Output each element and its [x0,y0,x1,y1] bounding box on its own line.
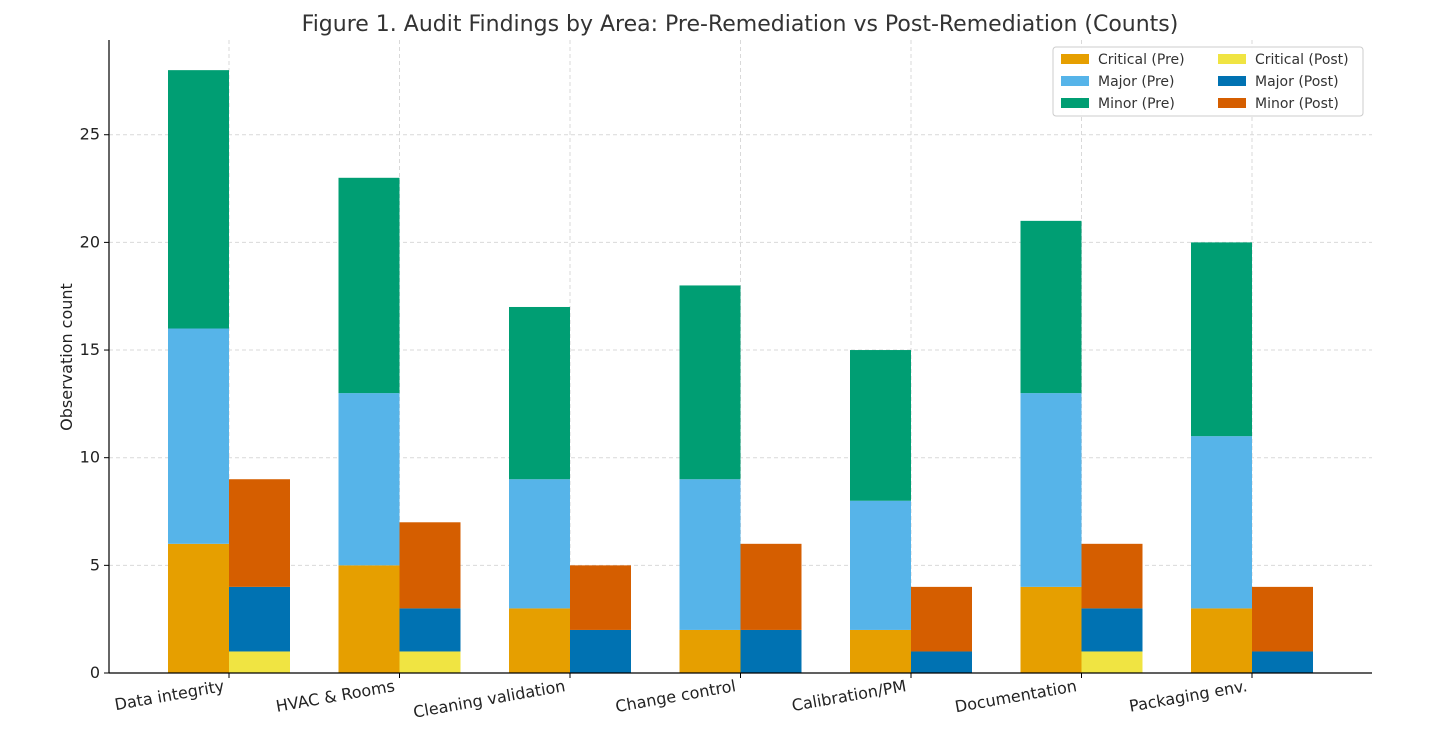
bar-minor-post-data-integrity [229,479,290,587]
bar-minor-pre-documentation [1020,220,1082,394]
x-tick-label: HVAC & Rooms [274,676,396,716]
legend-swatch-major-post [1218,76,1246,86]
bars-layer [168,70,1313,673]
legend-swatch-major-pre [1061,76,1089,86]
y-tick-label: 10 [80,448,100,467]
chart-title: Figure 1. Audit Findings by Area: Pre-Re… [302,12,1179,37]
bar-critical-pre-packaging-env [1191,608,1252,673]
bar-minor-pre-calibration-pm [850,350,911,501]
bar-critical-pre-documentation [1020,586,1082,673]
bar-major-pre-packaging-env [1191,436,1252,609]
bar-major-pre-change-control [679,479,741,630]
legend-swatch-minor-post [1218,98,1246,108]
x-tick-label: Change control [614,676,737,716]
legend-label-minor-pre: Minor (Pre) [1098,96,1175,112]
bar-major-pre-data-integrity [168,328,229,544]
bar-major-post-data-integrity [229,586,290,652]
legend-label-critical-post: Critical (Post) [1255,52,1349,68]
bar-critical-post-documentation [1081,651,1143,673]
x-ticks: Data integrity HVAC & Rooms Cleaning valid… [113,673,1253,722]
y-axis-label: Observation count [57,283,76,431]
y-tick-label: 25 [80,125,100,144]
bar-minor-pre-change-control [679,285,741,480]
legend-swatch-critical-post [1218,54,1246,64]
bar-major-post-change-control [740,629,802,673]
bar-minor-pre-hvac-rooms [338,177,400,394]
bar-minor-pre-packaging-env [1191,242,1252,437]
bar-major-pre-calibration-pm [850,500,911,630]
bar-critical-pre-data-integrity [168,543,229,673]
y-ticks: 0 5 10 15 20 25 [80,125,109,682]
bar-critical-pre-calibration-pm [850,629,911,673]
x-tick-label: Calibration/PM [790,676,907,715]
y-tick-label: 15 [80,340,100,359]
bar-major-post-cleaning-validation [570,629,631,673]
y-tick-label: 20 [80,232,100,251]
bar-minor-post-calibration-pm [911,586,972,652]
bar-critical-pre-change-control [679,629,741,673]
y-tick-label: 5 [90,555,100,574]
legend-label-major-pre: Major (Pre) [1098,74,1175,90]
legend: Critical (Pre) Major (Pre) Minor (Pre) Crit… [1052,46,1364,117]
legend-swatch-minor-pre [1061,98,1089,108]
bar-major-post-hvac-rooms [399,608,461,652]
bar-critical-post-hvac-rooms [399,651,461,673]
x-tick-label: Cleaning validation [412,676,567,721]
bar-major-post-calibration-pm [911,651,972,673]
bar-critical-pre-cleaning-validation [509,608,570,673]
x-tick-label: Data integrity [113,676,226,714]
bar-minor-pre-data-integrity [168,70,229,329]
bar-critical-post-data-integrity [229,651,290,673]
bar-minor-pre-cleaning-validation [509,306,570,480]
legend-swatch-critical-pre [1061,54,1089,64]
bar-minor-post-packaging-env [1252,586,1313,652]
bar-critical-pre-hvac-rooms [338,565,400,673]
bar-minor-post-cleaning-validation [570,565,631,630]
bar-major-post-documentation [1081,608,1143,652]
bar-minor-post-hvac-rooms [399,522,461,609]
bar-major-pre-cleaning-validation [509,479,570,609]
x-tick-label: Documentation [953,676,1078,716]
legend-frame [1052,46,1364,117]
bar-major-post-packaging-env [1252,651,1313,673]
bar-major-pre-documentation [1020,393,1082,587]
x-tick-label: Packaging env. [1128,676,1249,715]
legend-label-minor-post: Minor (Post) [1255,96,1339,112]
legend-label-major-post: Major (Post) [1255,74,1339,90]
bar-major-pre-hvac-rooms [338,393,400,566]
bar-minor-post-documentation [1081,543,1143,609]
y-tick-label: 0 [90,663,100,682]
bar-minor-post-change-control [740,543,802,630]
legend-label-critical-pre: Critical (Pre) [1098,52,1185,68]
